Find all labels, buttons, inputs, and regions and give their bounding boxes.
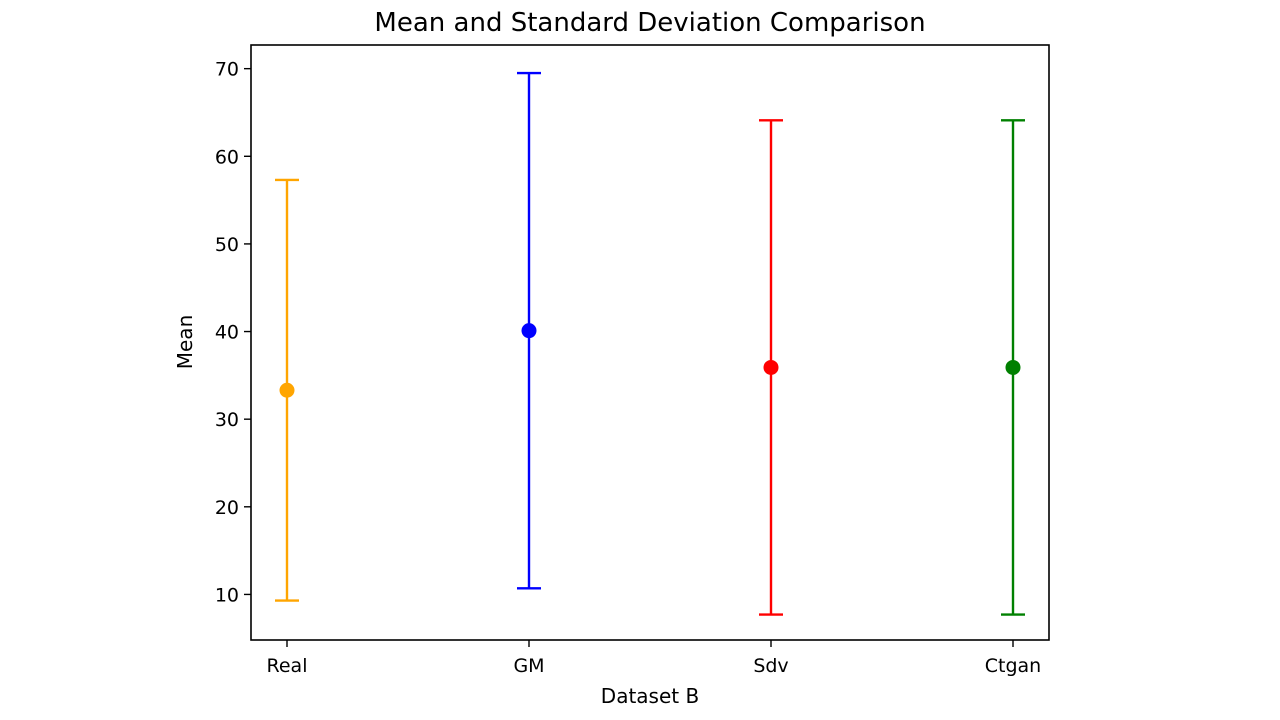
mean-point [1005, 359, 1021, 375]
error-bar-ctgan [1001, 119, 1025, 616]
y-tick-label: 60 [215, 146, 239, 168]
y-tick-label: 50 [215, 234, 239, 256]
error-bar-sdv [759, 119, 783, 616]
y-tick-label: 70 [215, 59, 239, 81]
y-tick-label: 30 [215, 409, 239, 431]
error-bar-gm [517, 71, 541, 590]
plot-area [250, 44, 1050, 641]
error-bars [275, 71, 1025, 616]
x-tick-label: Sdv [753, 655, 788, 677]
x-tick-label: Real [267, 655, 308, 677]
y-tick-label: 20 [215, 497, 239, 519]
mean-point [763, 359, 779, 375]
y-tick-label: 40 [215, 322, 239, 344]
mean-point [279, 382, 295, 398]
x-tick-label: Ctgan [985, 655, 1041, 677]
error-bar-real [275, 178, 299, 602]
x-axis-label: Dataset B [601, 684, 699, 708]
mean-point [521, 323, 537, 339]
y-tick-label: 10 [215, 584, 239, 606]
chart-title: Mean and Standard Deviation Comparison [374, 8, 925, 38]
y-axis: 10 20 30 40 50 60 70 [215, 59, 251, 606]
x-tick-label: GM [513, 655, 544, 677]
x-axis: Real GM Sdv Ctgan [267, 640, 1041, 677]
y-axis-label: Mean [173, 315, 197, 370]
